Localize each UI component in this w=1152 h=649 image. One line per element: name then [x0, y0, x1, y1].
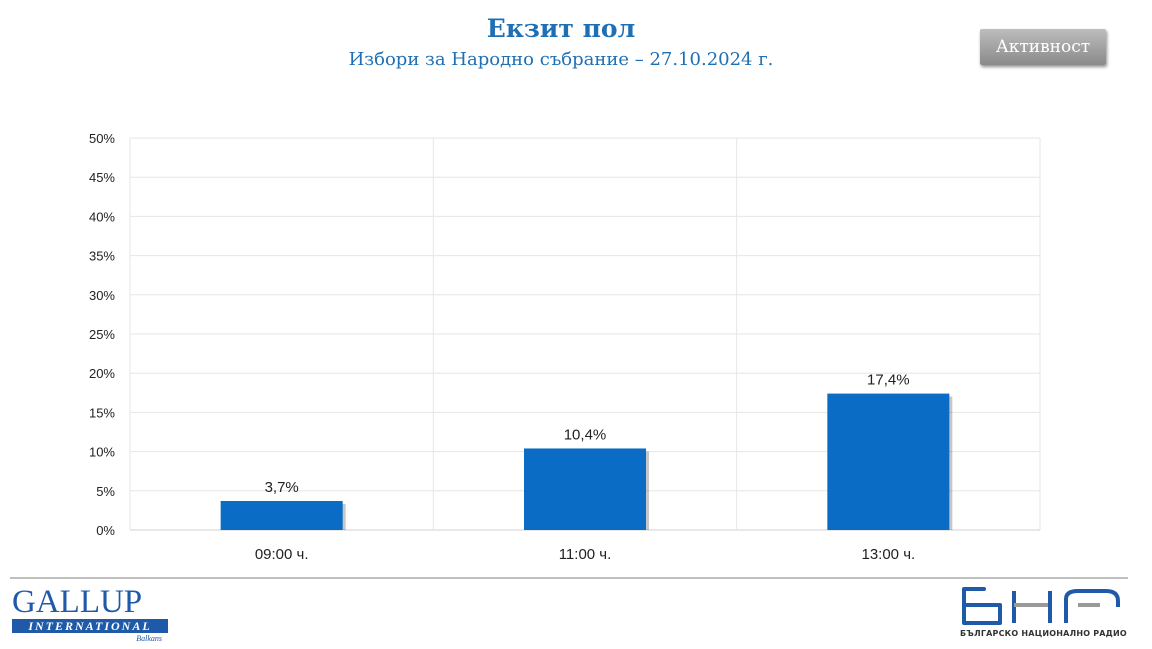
- bnr-logo-mark-icon: [962, 587, 1120, 625]
- footer-divider: [10, 577, 1128, 579]
- bar-data-label: 3,7%: [265, 479, 299, 496]
- gallup-logo-region: Balkans: [136, 634, 162, 643]
- page-subtitle: Избори за Народно събрание – 27.10.2024 …: [348, 49, 774, 70]
- activity-button[interactable]: Активност: [980, 29, 1106, 65]
- bar: [524, 448, 646, 530]
- bnr-tagline: БЪЛГАРСКО НАЦИОНАЛНО РАДИО: [960, 629, 1127, 638]
- y-tick-label: 45%: [89, 170, 115, 185]
- bar-data-label: 17,4%: [867, 372, 910, 389]
- y-tick-label: 50%: [89, 131, 115, 146]
- y-tick-label: 20%: [89, 366, 115, 381]
- bnr-logo: БЪЛГАРСКО НАЦИОНАЛНО РАДИО: [950, 583, 1130, 647]
- y-tick-label: 0%: [96, 523, 115, 538]
- y-tick-label: 15%: [89, 405, 115, 420]
- bar: [220, 500, 343, 530]
- page-title: Екзит пол: [486, 14, 636, 43]
- y-tick-label: 25%: [89, 327, 115, 342]
- gallup-logo-international: INTERNATIONAL: [12, 619, 168, 633]
- turnout-bar-chart: 0% 5% 10% 15% 20% 25% 30% 35% 40% 45% 50% 3,7% 09:00…: [89, 131, 1041, 563]
- bar-data-label: 10,4%: [564, 426, 607, 443]
- y-tick-label: 5%: [96, 484, 115, 499]
- y-tick-label: 30%: [89, 288, 115, 303]
- y-tick-label: 10%: [89, 445, 115, 460]
- x-tick-label: 09:00 ч.: [255, 546, 309, 563]
- x-tick-label: 11:00 ч.: [559, 546, 612, 563]
- bar: [827, 393, 950, 530]
- gallup-logo: GALLUP INTERNATIONAL Balkans: [12, 586, 172, 646]
- gallup-logo-name: GALLUP: [12, 584, 143, 620]
- x-tick-label: 13:00 ч.: [861, 546, 915, 563]
- y-tick-label: 40%: [89, 209, 115, 224]
- y-tick-label: 35%: [89, 249, 115, 264]
